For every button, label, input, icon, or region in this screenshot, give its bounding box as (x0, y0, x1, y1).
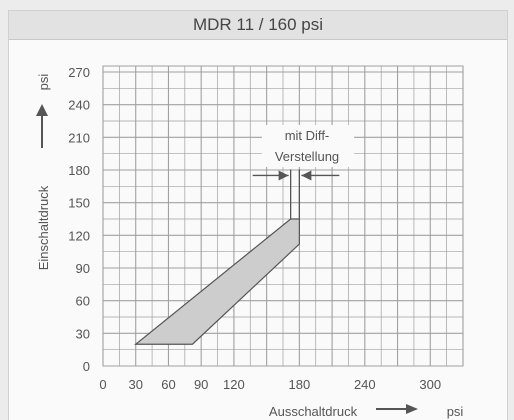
y-tick-label: 180 (68, 163, 90, 178)
x-tick-label: 0 (99, 377, 106, 392)
y-tick-label: 240 (68, 98, 90, 113)
y-tick-label: 0 (83, 359, 90, 374)
x-unit-label: psi (447, 404, 464, 419)
y-tick-label: 120 (68, 228, 90, 243)
x-tick-label: 90 (194, 377, 208, 392)
y-tick-label: 150 (68, 196, 90, 211)
y-tick-label: 90 (76, 261, 90, 276)
band-group (134, 169, 340, 345)
axis-labels: psi Einschaltdruck Ausschaltdruck psi (36, 60, 463, 419)
axis-label-background (36, 160, 58, 292)
x-arrow-icon (376, 404, 418, 414)
x-tick-label: 300 (419, 377, 441, 392)
x-tick-label: 120 (223, 377, 245, 392)
annotation-background (262, 125, 354, 167)
annotation-group: mit Diff- Verstellung (262, 125, 354, 167)
y-arrow-icon (36, 104, 48, 148)
grid (102, 65, 464, 367)
chart-frame: MDR 11 / 160 psi (8, 10, 508, 420)
chart-title: MDR 11 / 160 psi (9, 11, 507, 40)
x-axis-label: Ausschaltdruck (269, 404, 358, 419)
tick-labels: 0 30 60 90 120 150 180 210 240 270 0 30 60 90 120 180 24… (68, 65, 441, 392)
x-tick-label: 180 (289, 377, 311, 392)
diff-arrowhead-right (301, 170, 312, 181)
x-tick-label: 240 (354, 377, 376, 392)
annotation-line-1: mit Diff- (285, 128, 330, 143)
y-tick-label: 270 (68, 65, 90, 80)
hysteresis-band (134, 218, 300, 345)
y-tick-label: 210 (68, 130, 90, 145)
y-unit-label: psi (36, 74, 51, 91)
y-axis-label: Einschaltdruck (36, 185, 51, 270)
annotation-line-2: Verstellung (275, 149, 339, 164)
diff-arrowhead-left (278, 170, 289, 181)
y-tick-label: 30 (76, 326, 90, 341)
plot-border (102, 65, 464, 367)
x-tick-label: 60 (161, 377, 175, 392)
y-tick-label: 60 (76, 294, 90, 309)
axis-label-background (36, 60, 58, 106)
x-tick-label: 30 (128, 377, 142, 392)
